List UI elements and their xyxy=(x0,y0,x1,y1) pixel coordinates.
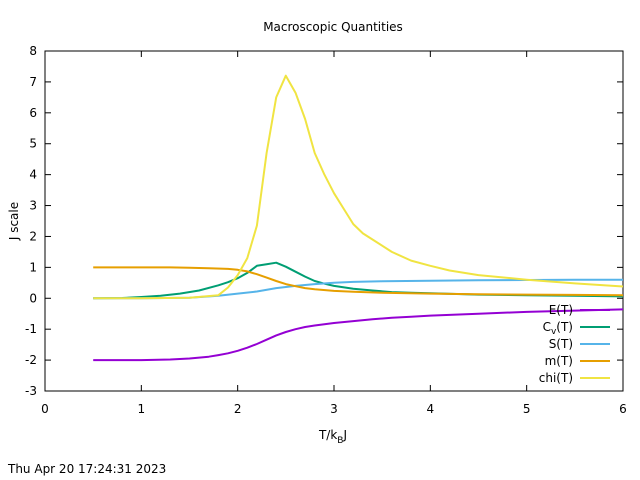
y-tick-label: -2 xyxy=(25,353,37,367)
y-tick-label: 2 xyxy=(29,229,37,243)
footer-timestamp: Thu Apr 20 17:24:31 2023 xyxy=(8,462,167,476)
legend-label: m(T) xyxy=(545,354,573,368)
legend: E(T) Cv(T)S(T) m(T) chi(T) xyxy=(539,303,610,385)
y-tick-label: 6 xyxy=(29,106,37,120)
x-tick-label: 5 xyxy=(523,402,531,416)
y-axis-label: J scale xyxy=(7,202,21,241)
legend-label: E(T) xyxy=(549,303,573,317)
x-axis-label-sub: B xyxy=(337,436,343,446)
y-tick-label: -3 xyxy=(25,384,37,398)
x-tick-label: 4 xyxy=(427,402,435,416)
series-line-mt xyxy=(93,266,624,297)
y-tick-label: 8 xyxy=(29,44,37,58)
x-axis-label: T/kBJ xyxy=(318,428,347,446)
series-line-chit xyxy=(93,74,624,300)
y-tick-label: 7 xyxy=(29,75,37,89)
x-axis-label-tail: J xyxy=(342,428,347,442)
y-tick-label: 0 xyxy=(29,291,37,305)
x-axis-label-main: T/k xyxy=(318,428,337,442)
legend-label: chi(T) xyxy=(539,371,573,385)
x-tick-label: 6 xyxy=(619,402,627,416)
plot-border xyxy=(44,50,624,392)
x-tick-label: 2 xyxy=(234,402,242,416)
x-tick-label: 3 xyxy=(330,402,338,416)
series-layer xyxy=(93,74,624,362)
x-tick-label: 1 xyxy=(138,402,146,416)
y-tick-label: 1 xyxy=(29,260,37,274)
series-line-et xyxy=(93,308,624,362)
x-tick-label: 0 xyxy=(41,402,49,416)
y-tick-label: 4 xyxy=(29,168,37,182)
y-tick-label: -1 xyxy=(25,322,37,336)
y-tick-label: 5 xyxy=(29,137,37,151)
chart-title: Macroscopic Quantities xyxy=(263,20,403,34)
y-tick-label: 3 xyxy=(29,199,37,213)
legend-label: S(T) xyxy=(549,337,573,351)
axes: 0 1 2 3 4 5 6 -3 -2 -1 0 1 2 3 4 5 6 7 8 xyxy=(25,44,627,416)
legend-label: Cv(T) xyxy=(543,320,573,337)
